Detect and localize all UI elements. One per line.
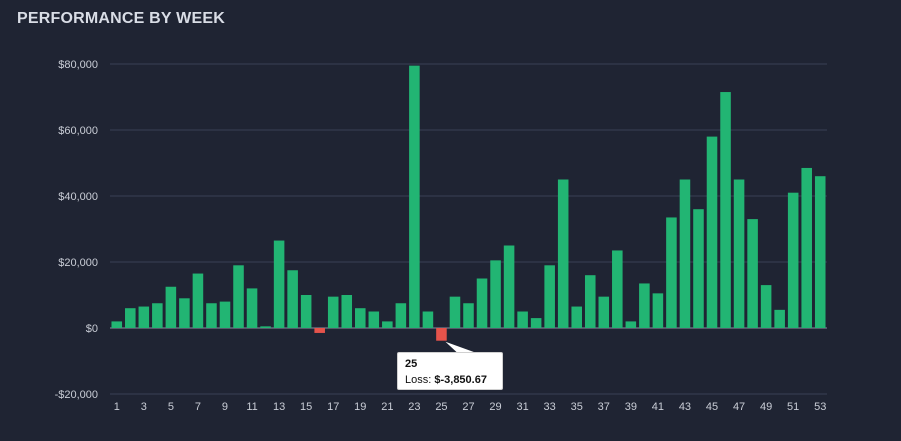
bar[interactable] bbox=[233, 265, 244, 328]
bar[interactable] bbox=[192, 273, 204, 328]
bar[interactable] bbox=[584, 275, 596, 328]
bar[interactable] bbox=[557, 179, 569, 329]
bar[interactable] bbox=[111, 321, 123, 328]
y-tick-label: $60,000 bbox=[58, 125, 98, 137]
bar[interactable] bbox=[598, 296, 610, 328]
bar[interactable] bbox=[273, 240, 285, 328]
x-tick-label: 35 bbox=[571, 401, 583, 413]
bar[interactable] bbox=[720, 92, 731, 328]
x-tick-label: 45 bbox=[706, 401, 718, 413]
bar[interactable] bbox=[354, 308, 366, 328]
bar[interactable] bbox=[138, 306, 150, 328]
y-tick-label: $20,000 bbox=[58, 257, 98, 269]
bar[interactable] bbox=[666, 217, 677, 328]
bar[interactable] bbox=[463, 303, 474, 328]
bar[interactable] bbox=[382, 321, 393, 328]
bar[interactable] bbox=[625, 321, 637, 328]
bar[interactable] bbox=[422, 311, 434, 329]
x-tick-label: 33 bbox=[544, 401, 556, 413]
bar[interactable] bbox=[436, 328, 447, 341]
x-tick-label: 23 bbox=[408, 401, 420, 413]
bar[interactable] bbox=[693, 209, 704, 328]
bar[interactable] bbox=[679, 179, 691, 329]
bar[interactable] bbox=[544, 265, 555, 328]
bar[interactable] bbox=[341, 295, 353, 328]
tooltip-label: Loss: bbox=[405, 374, 432, 386]
bar[interactable] bbox=[517, 311, 528, 329]
bar[interactable] bbox=[774, 309, 785, 328]
bar[interactable] bbox=[395, 303, 407, 328]
bar[interactable] bbox=[409, 65, 420, 329]
x-tick-label: 1 bbox=[114, 401, 120, 413]
bar[interactable] bbox=[476, 278, 488, 329]
bar[interactable] bbox=[814, 176, 826, 328]
bar[interactable] bbox=[368, 311, 380, 329]
bar[interactable] bbox=[300, 295, 312, 328]
tooltip: 25 Loss: $-3,850.67 bbox=[397, 352, 503, 390]
x-tick-label: 21 bbox=[381, 401, 393, 413]
bar[interactable] bbox=[179, 298, 190, 328]
bar[interactable] bbox=[571, 306, 583, 328]
bar[interactable] bbox=[530, 318, 542, 328]
bar[interactable] bbox=[206, 303, 217, 328]
bar[interactable] bbox=[327, 296, 339, 328]
bar[interactable] bbox=[787, 192, 799, 328]
x-tick-label: 7 bbox=[195, 401, 201, 413]
x-tick-label: 37 bbox=[598, 401, 610, 413]
x-axis-ticks: 1 3 5 7 9 11 13 15 17 19 21 23 25 27 29 31 33 35 37 39 41 43 4… bbox=[114, 401, 827, 413]
y-tick-label: $0 bbox=[86, 323, 98, 335]
bar[interactable] bbox=[246, 288, 258, 328]
x-tick-label: 17 bbox=[327, 401, 339, 413]
y-tick-label: $40,000 bbox=[58, 191, 98, 203]
tooltip-value: $-3,850.67 bbox=[434, 374, 487, 386]
bar[interactable] bbox=[125, 308, 136, 328]
x-tick-label: 27 bbox=[462, 401, 474, 413]
bar[interactable] bbox=[449, 296, 461, 328]
bar[interactable] bbox=[612, 250, 623, 328]
bar[interactable] bbox=[152, 303, 163, 328]
x-tick-label: 29 bbox=[489, 401, 501, 413]
bar[interactable] bbox=[503, 245, 515, 329]
bar[interactable] bbox=[260, 326, 271, 328]
x-tick-label: 9 bbox=[222, 401, 228, 413]
x-tick-label: 51 bbox=[787, 401, 799, 413]
bar[interactable] bbox=[760, 285, 772, 328]
bar[interactable] bbox=[165, 286, 177, 328]
y-tick-label: -$20,000 bbox=[55, 389, 98, 401]
x-tick-label: 15 bbox=[300, 401, 312, 413]
y-tick-label: $80,000 bbox=[58, 59, 98, 71]
x-tick-label: 47 bbox=[733, 401, 745, 413]
tooltip-week: 25 bbox=[405, 358, 418, 370]
tooltip-pointer bbox=[445, 341, 482, 355]
gridlines bbox=[110, 63, 827, 395]
bar[interactable] bbox=[219, 301, 231, 328]
x-tick-label: 53 bbox=[814, 401, 826, 413]
bar[interactable] bbox=[287, 270, 298, 328]
bar[interactable] bbox=[314, 328, 325, 333]
bar[interactable] bbox=[652, 293, 664, 328]
x-tick-label: 41 bbox=[652, 401, 664, 413]
bars bbox=[111, 65, 826, 341]
bar[interactable] bbox=[747, 219, 758, 328]
x-tick-label: 5 bbox=[168, 401, 174, 413]
bar[interactable] bbox=[490, 260, 501, 328]
y-axis-ticks: -$20,000 $0 $20,000 $40,000 $60,000 $80,000 bbox=[55, 59, 98, 401]
x-tick-label: 49 bbox=[760, 401, 772, 413]
bar[interactable] bbox=[733, 179, 745, 329]
x-tick-label: 13 bbox=[273, 401, 285, 413]
x-tick-label: 31 bbox=[516, 401, 528, 413]
x-tick-label: 43 bbox=[679, 401, 691, 413]
bar[interactable] bbox=[706, 136, 718, 328]
bar[interactable] bbox=[801, 167, 812, 328]
x-tick-label: 3 bbox=[141, 401, 147, 413]
bar[interactable] bbox=[639, 283, 650, 328]
x-tick-label: 25 bbox=[435, 401, 447, 413]
chart-title: PERFORMANCE BY WEEK bbox=[17, 10, 225, 27]
x-tick-label: 11 bbox=[246, 401, 257, 413]
x-tick-label: 19 bbox=[354, 401, 366, 413]
x-tick-label: 39 bbox=[625, 401, 637, 413]
